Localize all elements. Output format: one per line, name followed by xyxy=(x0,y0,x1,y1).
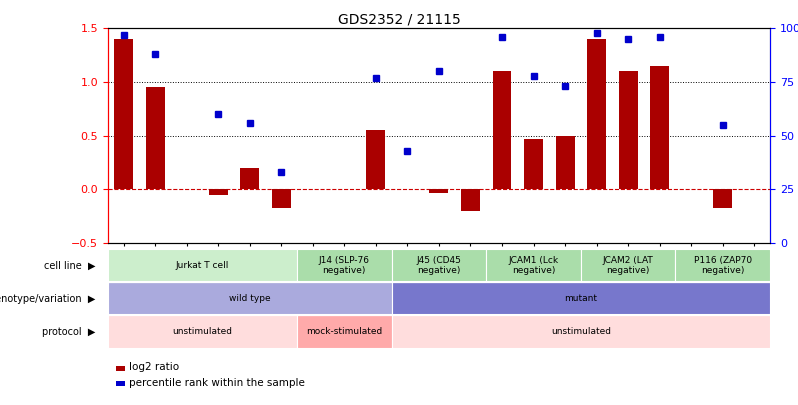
Bar xyxy=(650,66,670,190)
Bar xyxy=(587,39,606,190)
Bar xyxy=(492,71,512,190)
Text: genotype/variation  ▶: genotype/variation ▶ xyxy=(0,294,96,304)
Bar xyxy=(486,249,581,282)
Text: J45 (CD45
negative): J45 (CD45 negative) xyxy=(417,256,461,275)
Bar xyxy=(145,87,164,190)
Text: protocol  ▶: protocol ▶ xyxy=(42,327,96,337)
Text: JCAM2 (LAT
negative): JCAM2 (LAT negative) xyxy=(602,256,654,275)
Bar xyxy=(392,315,770,348)
Bar xyxy=(713,190,733,208)
Bar xyxy=(272,190,290,208)
Bar xyxy=(392,282,770,315)
Bar xyxy=(240,168,259,190)
Text: unstimulated: unstimulated xyxy=(551,327,610,336)
Text: J14 (SLP-76
negative): J14 (SLP-76 negative) xyxy=(318,256,369,275)
Bar xyxy=(392,249,486,282)
Text: P116 (ZAP70
negative): P116 (ZAP70 negative) xyxy=(693,256,752,275)
Bar xyxy=(114,39,133,190)
Bar xyxy=(675,249,770,282)
Bar xyxy=(108,315,297,348)
Text: mock-stimulated: mock-stimulated xyxy=(306,327,382,336)
Text: wild type: wild type xyxy=(229,294,271,303)
Text: mutant: mutant xyxy=(564,294,598,303)
Bar xyxy=(618,71,638,190)
Text: log2 ratio: log2 ratio xyxy=(129,362,180,372)
Bar xyxy=(208,190,227,195)
Text: percentile rank within the sample: percentile rank within the sample xyxy=(129,378,305,388)
Text: cell line  ▶: cell line ▶ xyxy=(44,260,96,271)
Bar xyxy=(108,282,392,315)
Bar xyxy=(297,315,392,348)
Bar xyxy=(108,249,297,282)
Text: unstimulated: unstimulated xyxy=(172,327,232,336)
Bar xyxy=(461,190,480,211)
Bar xyxy=(297,249,392,282)
Bar xyxy=(429,190,448,192)
Bar xyxy=(524,139,543,190)
Text: JCAM1 (Lck
negative): JCAM1 (Lck negative) xyxy=(508,256,559,275)
Text: GDS2352 / 21115: GDS2352 / 21115 xyxy=(338,12,460,26)
Bar xyxy=(555,136,575,190)
Bar xyxy=(366,130,385,190)
Bar xyxy=(581,249,675,282)
Text: Jurkat T cell: Jurkat T cell xyxy=(176,261,229,270)
